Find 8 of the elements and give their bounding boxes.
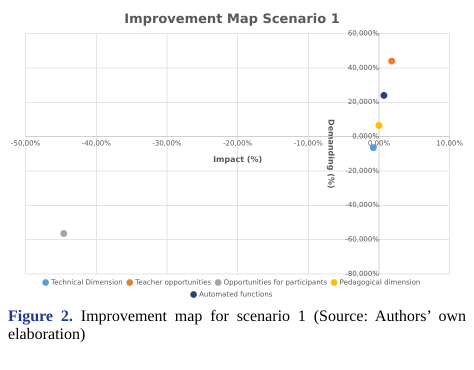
point [60,230,68,237]
chart-title: Improvement Map Scenario 1 [124,12,340,28]
y-axis-title: Demanding (%) [326,119,336,189]
point [380,92,388,99]
caption: Figure 2. Improvement map for scenario 1 (Source: Authors’ own elaboration) [8,308,466,343]
point [375,122,382,129]
x-axis-title: Impact (%) [213,154,262,164]
point [388,58,396,65]
